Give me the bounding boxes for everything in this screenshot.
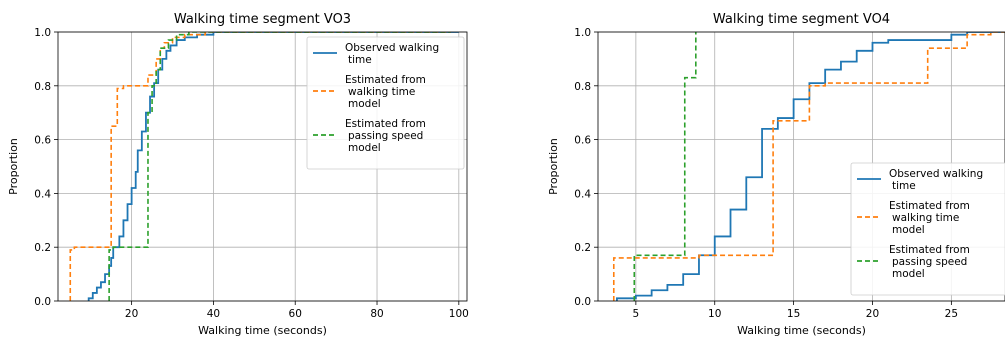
series-line-2 — [633, 32, 697, 301]
series-line-0 — [616, 32, 1005, 301]
y-tick-label: 0.8 — [34, 81, 51, 93]
legend-entry-0: Observed walking time — [889, 168, 983, 192]
x-tick-label: 20 — [125, 308, 138, 320]
chart-title: Walking time segment VO4 — [713, 12, 890, 27]
series-line-1 — [612, 32, 1005, 301]
series-line-2 — [108, 32, 451, 301]
y-tick-label: 0.0 — [34, 296, 51, 308]
legend-entry-0: Observed walking time — [345, 42, 439, 66]
y-tick-label: 0.8 — [574, 81, 591, 93]
legend-entry-2: Estimated from passing speed model — [345, 118, 426, 154]
legend-entry-1: Estimated from walking time model — [345, 74, 426, 110]
legend-entry-2: Estimated from passing speed model — [889, 244, 970, 280]
x-tick-label: 80 — [370, 308, 383, 320]
y-axis-label: Proportion — [547, 138, 560, 195]
legend-box — [306, 36, 465, 170]
y-tick-label: 0.6 — [574, 135, 591, 147]
legend: Observed walking time Estimated from walkin… — [306, 36, 465, 170]
series-line-0 — [87, 32, 459, 301]
legend-box — [850, 162, 1005, 296]
y-tick-label: 0.0 — [574, 296, 591, 308]
y-tick-label: 0.4 — [34, 188, 51, 200]
y-tick-label: 0.6 — [34, 135, 51, 147]
x-tick-label: 15 — [787, 308, 800, 320]
plot-frame — [57, 31, 468, 302]
x-tick-label: 10 — [708, 308, 721, 320]
y-tick-label: 0.4 — [574, 188, 591, 200]
y-tick-label: 0.2 — [34, 242, 51, 254]
y-tick-label: 1.0 — [574, 27, 591, 39]
chart-title: Walking time segment VO3 — [174, 12, 351, 27]
chart-vo4: 5 10 15 20 25 0.0 0.2 0.4 0.6 0.8 1.0 Walking time … — [547, 12, 1005, 337]
y-tick-label: 1.0 — [34, 27, 51, 39]
series-line-1 — [69, 32, 451, 301]
x-axis-label: Walking time (seconds) — [737, 324, 866, 337]
x-axis-label: Walking time (seconds) — [198, 324, 327, 337]
x-tick-label: 40 — [207, 308, 220, 320]
x-tick-label: 5 — [633, 308, 640, 320]
x-tick-label: 20 — [866, 308, 879, 320]
x-tick-label: 25 — [945, 308, 958, 320]
chart-vo3: 20 40 60 80 100 0.0 0.2 0.4 0.6 0.8 1.0 Walking tim… — [7, 12, 469, 337]
y-tick-label: 0.2 — [574, 242, 591, 254]
plot-frame — [597, 31, 1005, 302]
legend: Observed walking time Estimated from walkin… — [850, 162, 1005, 296]
legend-entry-1: Estimated from walking time model — [889, 200, 970, 236]
x-tick-label: 60 — [289, 308, 302, 320]
y-axis-label: Proportion — [7, 138, 20, 195]
x-tick-label: 100 — [449, 308, 469, 320]
